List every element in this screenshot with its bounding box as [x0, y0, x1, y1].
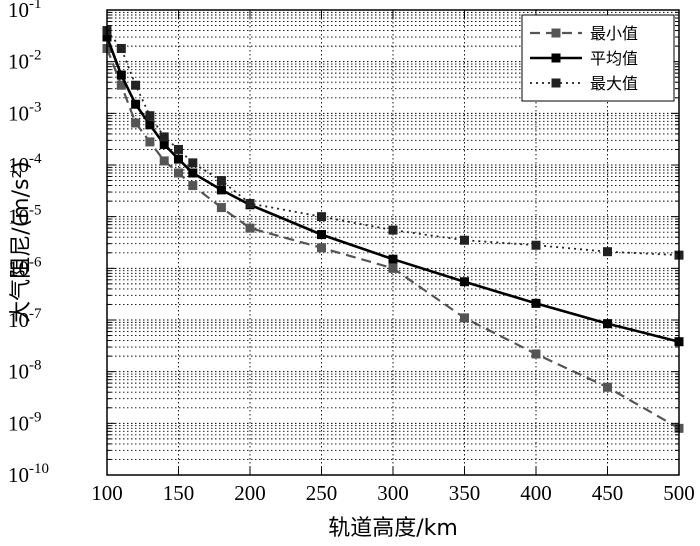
data-point	[159, 132, 169, 142]
y-tick-label: 10-3	[8, 99, 42, 125]
data-point	[245, 223, 255, 233]
x-tick-label: 500	[663, 481, 695, 505]
y-tick-label: 10-6	[8, 254, 42, 280]
y-tick-label: 10-10	[8, 461, 49, 487]
data-point	[145, 120, 155, 130]
data-point	[603, 319, 612, 329]
data-point	[145, 111, 155, 121]
data-point	[603, 247, 612, 257]
data-point	[460, 235, 469, 245]
legend-marker	[551, 78, 561, 88]
data-point	[460, 277, 469, 287]
data-point	[174, 144, 183, 154]
data-point	[317, 212, 326, 222]
data-point	[131, 118, 141, 128]
data-point	[531, 298, 541, 308]
data-point	[388, 225, 398, 235]
data-point	[174, 154, 183, 164]
data-point	[159, 139, 169, 149]
x-tick-label: 450	[592, 481, 624, 505]
data-point	[216, 203, 226, 213]
data-point	[531, 240, 541, 250]
data-point	[216, 185, 226, 195]
data-point	[245, 198, 255, 208]
y-tick-label: 10-2	[8, 48, 42, 74]
legend-item: 最小值	[530, 24, 638, 43]
y-axis-label: 大气阻尼/(m/s²)	[9, 161, 34, 323]
data-point	[116, 80, 126, 90]
x-axis-label: 轨道高度/km	[328, 516, 458, 541]
legend-label: 最大值	[590, 74, 638, 93]
x-tick-label: 200	[234, 481, 266, 505]
data-point	[603, 382, 612, 392]
data-point	[188, 158, 198, 168]
x-tick-label: 100	[91, 481, 123, 505]
data-point	[145, 137, 155, 147]
data-point	[188, 168, 198, 178]
x-tick-label: 400	[520, 481, 552, 505]
legend-label: 平均值	[590, 49, 638, 68]
legend-item: 平均值	[530, 49, 638, 68]
data-point	[317, 230, 326, 240]
series-2	[102, 32, 684, 347]
data-point	[159, 156, 169, 166]
data-point	[388, 254, 398, 264]
data-point	[174, 168, 183, 178]
series-group	[102, 26, 684, 433]
x-tick-label: 250	[306, 481, 338, 505]
x-tick-label: 150	[163, 481, 195, 505]
legend-item: 最大值	[530, 74, 638, 93]
y-tick-label: 10-1	[8, 0, 42, 22]
data-point	[460, 313, 469, 323]
legend-marker	[551, 28, 561, 38]
data-point	[388, 263, 398, 273]
data-point	[188, 181, 198, 191]
legend-label: 最小值	[590, 24, 638, 43]
data-point	[317, 243, 326, 253]
x-tick-label: 350	[449, 481, 481, 505]
y-tick-label: 10-8	[8, 358, 42, 384]
data-point	[116, 43, 126, 53]
legend-marker	[551, 53, 561, 63]
x-tick-label: 300	[377, 481, 409, 505]
data-point	[131, 99, 141, 109]
y-tick-label: 10-9	[8, 409, 42, 435]
x-tick-labels: 100 150 200 250 300 350 400 450 500	[91, 481, 695, 505]
y-tick-label: 10-5	[8, 203, 42, 229]
data-point	[116, 70, 126, 80]
y-tick-label: 10-7	[8, 306, 42, 332]
data-point	[216, 176, 226, 186]
ticks	[106, 10, 680, 476]
data-point	[531, 349, 541, 359]
data-point	[131, 80, 141, 90]
y-tick-label: 10-4	[8, 151, 42, 177]
y-tick-labels: 10-10 10-9 10-8 10-7 10-6 10-5 10-4 10-3 10-2 10-…	[8, 0, 49, 487]
